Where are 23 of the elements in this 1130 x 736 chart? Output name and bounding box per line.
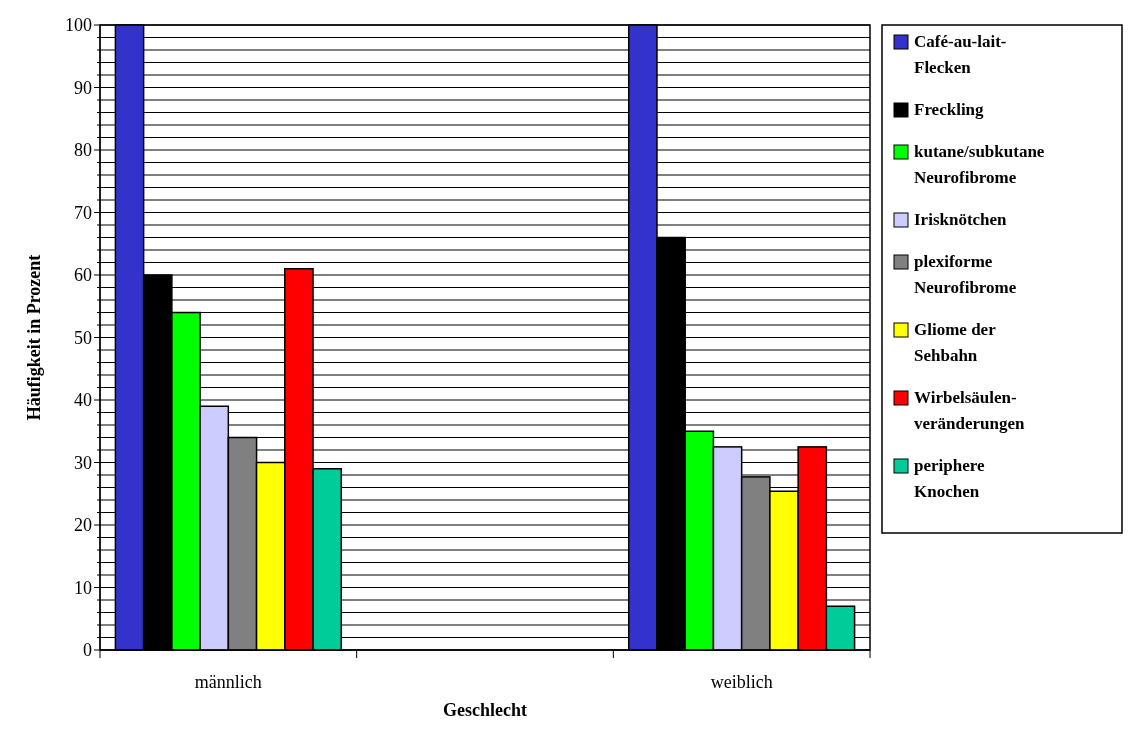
- y-tick-label: 100: [65, 15, 92, 36]
- legend-label: plexiforme Neurofibrome: [914, 252, 1017, 297]
- y-tick-label: 80: [74, 140, 92, 161]
- y-tick-label: 10: [74, 577, 92, 598]
- x-tick-label: männlich: [194, 672, 262, 692]
- y-tick-label: 70: [74, 202, 92, 223]
- y-tick-label: 20: [74, 515, 92, 536]
- y-tick-label: 50: [74, 327, 92, 348]
- legend-label: Café-au-lait-Flecken: [914, 32, 1007, 77]
- y-tick-label: 40: [74, 390, 92, 411]
- legend-label: kutane/subkutane Neurofibrome: [914, 142, 1045, 187]
- x-axis-title: Geschlecht: [443, 700, 527, 720]
- legend-label: periphere Knochen: [914, 456, 985, 501]
- y-tick-label: 90: [74, 77, 92, 98]
- y-tick-label: 30: [74, 452, 92, 473]
- legend-label: Freckling: [914, 100, 985, 119]
- y-axis-title: Häufigkeit in Prozent: [24, 254, 44, 421]
- y-tick-label: 60: [74, 265, 92, 286]
- y-tick-label: 0: [83, 640, 92, 661]
- legend-label: Wirbelsäulen-veränderungen: [914, 388, 1026, 433]
- x-tick-label: weiblich: [710, 672, 773, 692]
- legend-label: Irisknötchen: [914, 210, 1008, 229]
- legend-label: Gliome der Sehbahn: [914, 320, 997, 365]
